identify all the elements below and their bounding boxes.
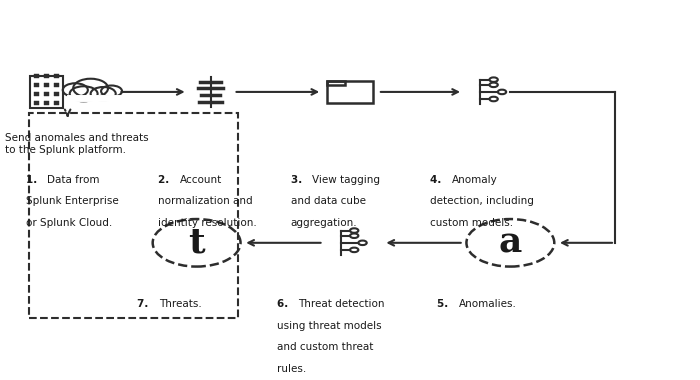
- Bar: [34, 74, 39, 78]
- Bar: [54, 74, 59, 78]
- Bar: [29, 112, 239, 318]
- Text: 4.: 4.: [430, 175, 445, 185]
- Text: 6.: 6.: [276, 299, 292, 309]
- Text: 3.: 3.: [290, 175, 306, 185]
- Text: aggregation.: aggregation.: [290, 218, 358, 228]
- Bar: [34, 101, 39, 105]
- Text: 5.: 5.: [438, 299, 452, 309]
- Text: Threat detection: Threat detection: [298, 299, 385, 309]
- Bar: [30, 76, 64, 108]
- Text: a: a: [498, 226, 522, 260]
- Text: rules.: rules.: [276, 364, 306, 374]
- Bar: [34, 92, 39, 96]
- Bar: [328, 81, 372, 103]
- Text: Anomaly: Anomaly: [452, 175, 498, 185]
- Text: using threat models: using threat models: [276, 321, 382, 331]
- Text: custom models.: custom models.: [430, 218, 513, 228]
- Circle shape: [63, 83, 88, 97]
- Text: identity resolution.: identity resolution.: [158, 218, 257, 228]
- Bar: [44, 83, 49, 87]
- Text: and custom threat: and custom threat: [276, 342, 373, 352]
- Bar: [44, 101, 49, 105]
- Bar: [44, 74, 49, 78]
- Text: 1.: 1.: [26, 175, 41, 185]
- Circle shape: [101, 86, 122, 97]
- Text: Anomalies.: Anomalies.: [458, 299, 517, 309]
- Text: detection, including: detection, including: [430, 196, 534, 206]
- Bar: [44, 92, 49, 96]
- Text: and data cube: and data cube: [290, 196, 365, 206]
- Bar: [54, 83, 59, 87]
- Text: Splunk Enterprise: Splunk Enterprise: [26, 196, 118, 206]
- Bar: [34, 83, 39, 87]
- Text: 7.: 7.: [137, 299, 153, 309]
- Bar: [54, 92, 59, 96]
- Text: Threats.: Threats.: [159, 299, 202, 309]
- Text: Account: Account: [180, 175, 222, 185]
- Circle shape: [70, 86, 97, 101]
- Text: normalization and: normalization and: [158, 196, 253, 206]
- Text: 2.: 2.: [158, 175, 173, 185]
- Text: t: t: [188, 226, 205, 260]
- Text: or Splunk Cloud.: or Splunk Cloud.: [26, 218, 112, 228]
- Circle shape: [74, 79, 108, 98]
- Text: Send anomales and threats
to the Splunk platform.: Send anomales and threats to the Splunk …: [5, 133, 148, 155]
- Text: View tagging: View tagging: [312, 175, 380, 185]
- Circle shape: [90, 87, 116, 101]
- Text: Data from: Data from: [48, 175, 100, 185]
- Bar: [54, 101, 59, 105]
